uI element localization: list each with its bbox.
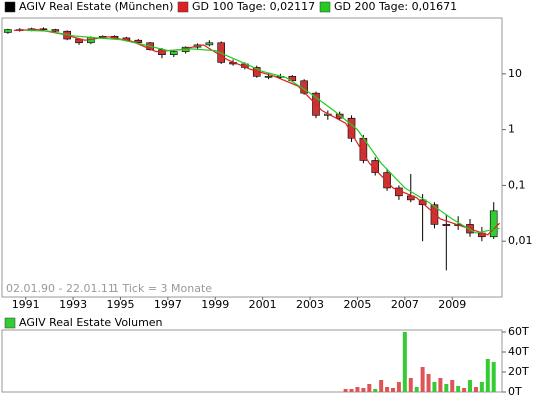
volume-bar [462, 388, 467, 392]
x-tick-label: 1991 [12, 298, 40, 311]
candle-body [442, 224, 451, 226]
x-tick-label: 1995 [106, 298, 134, 311]
volume-bar [485, 359, 490, 392]
volume-bar [438, 378, 443, 392]
volume-bar [402, 332, 407, 392]
legend-swatch [177, 1, 189, 13]
volume-frame [1, 329, 503, 393]
moving-average-line [13, 28, 501, 236]
candle-body [335, 113, 344, 119]
volume-bar [396, 382, 401, 392]
volume-bar [450, 380, 455, 392]
annotation: 02.01.90 - 22.01.11 [6, 282, 115, 295]
candle-body [288, 76, 297, 82]
x-tick-label: 2007 [391, 298, 419, 311]
legend-swatch [4, 317, 16, 329]
volume-bar [479, 382, 484, 392]
legend-label: GD 200 Tage: 0,01671 [334, 0, 457, 13]
y-tick-label: 0T [508, 385, 522, 398]
y-tick-label: 20T [508, 365, 529, 378]
x-tick-label: 2001 [249, 298, 277, 311]
x-tick-label: 2005 [343, 298, 371, 311]
legend-swatch [319, 1, 331, 13]
candle-body [489, 210, 498, 238]
volume-bar [385, 387, 390, 392]
volume-bar [343, 389, 348, 392]
volume-bar [468, 380, 473, 392]
candle-body [134, 39, 143, 44]
volume-bar [379, 380, 384, 392]
x-tick-label: 2009 [438, 298, 466, 311]
volume-bar [456, 386, 461, 392]
volume-bar [491, 362, 496, 392]
volume-bar [420, 367, 425, 392]
y-tick-label: 0,1 [508, 178, 526, 191]
legend-label: AGIV Real Estate Volumen [19, 316, 163, 329]
candle-body [264, 76, 273, 78]
y-tick-label: 1 [508, 123, 515, 136]
volume-bar [355, 387, 360, 392]
volume-bar [432, 382, 437, 392]
y-tick-label: 60T [508, 325, 529, 338]
x-tick-label: 1993 [59, 298, 87, 311]
legend-swatch [4, 1, 16, 13]
candle-body [205, 42, 214, 46]
volume-bar [426, 374, 431, 392]
legend-label: AGIV Real Estate (München) [19, 0, 173, 13]
volume-bar [367, 384, 372, 392]
volume-bar [373, 389, 378, 392]
candle-body [170, 51, 178, 55]
candle-body [4, 29, 12, 33]
x-tick-label: 2003 [296, 298, 324, 311]
x-tick-label: 1997 [154, 298, 182, 311]
candle-body [51, 29, 60, 32]
candle-body [39, 28, 48, 31]
volume-bar [390, 388, 395, 392]
x-tick-label: 1999 [201, 298, 229, 311]
y-tick-label: 0,01 [508, 234, 533, 247]
y-tick-label: 10 [508, 67, 522, 80]
volume-bar [444, 384, 449, 392]
volume-bar [473, 387, 478, 392]
moving-average-line [25, 29, 500, 234]
volume-bar [408, 378, 413, 392]
volume-bar [361, 388, 366, 392]
y-tick-label: 40T [508, 345, 529, 358]
annotation: 1 Tick = 3 Monate [112, 282, 212, 295]
volume-bar [349, 389, 354, 392]
price-frame [1, 17, 503, 298]
candle-body [383, 172, 391, 189]
candle-body [430, 204, 439, 225]
legend-label: GD 100 Tage: 0,02117 [192, 0, 315, 13]
volume-bar [414, 387, 419, 392]
